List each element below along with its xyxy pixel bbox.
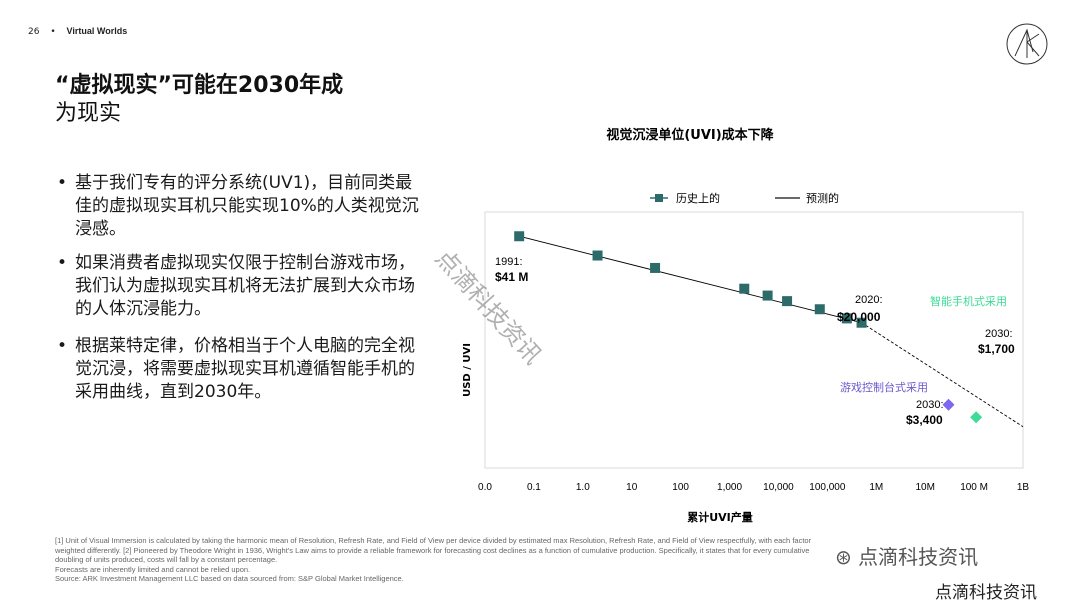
forecast-line xyxy=(519,235,862,324)
annotation-1991-year: 1991: xyxy=(495,256,523,268)
annotation-console-year: 2030: xyxy=(916,399,944,411)
bullet-item: 基于我们专有的评分系统(UV1)，目前同类最佳的虚拟现实耳机只能实现10%的人类… xyxy=(55,172,420,241)
section-title: Virtual Worlds xyxy=(66,26,128,36)
footnote-line: Forecasts are inherently limited and can… xyxy=(55,564,251,574)
x-tick-label: 1M xyxy=(869,482,883,493)
watermark-account-text: 点滴科技资讯 xyxy=(858,545,979,569)
console-adoption-label: 游戏控制台式采用 xyxy=(840,380,928,394)
historical-point xyxy=(514,231,525,242)
wechat-icon: ⊛ xyxy=(835,545,852,569)
title-line-1: “虚拟现实”可能在2030年成 xyxy=(55,73,344,98)
footnotes: [1] Unit of Visual Immersion is calculat… xyxy=(55,536,1015,584)
page-header: 26 • Virtual Worlds xyxy=(28,26,127,37)
watermark-account: ⊛ 点滴科技资讯 xyxy=(835,541,978,570)
page-title: “虚拟现实”可能在2030年成 为现实 xyxy=(55,72,385,128)
historical-point xyxy=(814,304,825,315)
x-tick-label: 1.0 xyxy=(576,482,590,493)
x-tick-label: 10M xyxy=(915,482,934,493)
footnote-line: doubling of units produced, costs will f… xyxy=(55,555,278,564)
legend-forecast-label: 预测的 xyxy=(806,191,839,205)
x-tick-label: 100 xyxy=(672,482,689,493)
x-axis-label: 累计UVI产量 xyxy=(687,510,753,524)
annotation-1991-value: $41 M xyxy=(495,270,528,284)
watermark-brand: 点滴科技资讯 xyxy=(935,583,1037,603)
chart-title: 视觉沉浸单位(UVI)成本下降 xyxy=(606,127,774,143)
header-separator: • xyxy=(50,27,56,37)
footnote-line: weighted differently. [2] Pioneered by T… xyxy=(55,545,810,555)
uvi-cost-chart: 视觉沉浸单位(UVI)成本下降 历史上的 预测的 0.0 0.1 1.0 10 100 1… xyxy=(462,127,1029,524)
x-tick-label: 1,000 xyxy=(717,482,742,493)
title-line-2: 为现实 xyxy=(55,101,122,126)
historical-point xyxy=(650,262,661,273)
y-axis-label: USD / UVI xyxy=(462,343,473,397)
historical-point xyxy=(841,313,852,324)
smartphone-forecast-point xyxy=(970,411,983,424)
x-tick-label: 0.1 xyxy=(527,482,541,493)
legend-historical-marker xyxy=(655,194,663,202)
historical-point xyxy=(782,296,793,307)
annotation-console-value: $3,400 xyxy=(906,413,943,427)
forecast-extension-line xyxy=(861,322,1024,428)
x-tick-label: 10,000 xyxy=(763,482,794,493)
historical-point xyxy=(762,290,773,301)
page-number: 26 xyxy=(28,27,40,37)
bullet-item: 如果消费者虚拟现实仅限于控制台游戏市场，我们认为虚拟现实耳机将无法扩展到大众市场… xyxy=(55,252,420,321)
data-points xyxy=(514,231,1024,428)
console-forecast-point xyxy=(942,398,955,411)
legend-historical-label: 历史上的 xyxy=(676,191,720,205)
x-tick-label: 100,000 xyxy=(809,482,846,493)
x-tick-label: 0.0 xyxy=(478,482,492,493)
x-tick-labels: 0.0 0.1 1.0 10 100 1,000 10,000 100,000 1M 10M 100… xyxy=(478,482,1029,493)
plot-area xyxy=(484,211,1024,469)
annotation-2020-year: 2020: xyxy=(855,294,883,306)
bullet-item: 根据莱特定律，价格相当于个人电脑的完全视觉沉浸，将需要虚拟现实耳机遵循智能手机的… xyxy=(55,335,420,404)
x-tick-label: 100 M xyxy=(960,482,988,493)
ark-logo-icon xyxy=(1006,23,1048,65)
chart-legend: 历史上的 预测的 xyxy=(650,191,839,205)
historical-point xyxy=(739,283,750,294)
x-tick-label: 10 xyxy=(626,482,638,493)
smartphone-adoption-label: 智能手机式采用 xyxy=(930,294,1007,308)
annotation-smartphone-value: $1,700 xyxy=(978,342,1015,356)
x-tick-label: 1B xyxy=(1017,482,1030,493)
footnote-line: Source: ARK Investment Management LLC ba… xyxy=(55,574,404,583)
footnote-line: [1] Unit of Visual Immersion is calculat… xyxy=(55,536,812,545)
annotation-smartphone-year: 2030: xyxy=(985,328,1013,340)
historical-point xyxy=(592,250,603,261)
annotation-2020-value: $20,000 xyxy=(837,310,881,324)
bullet-list: 基于我们专有的评分系统(UV1)，目前同类最佳的虚拟现实耳机只能实现10%的人类… xyxy=(55,172,420,415)
historical-point xyxy=(856,317,867,328)
